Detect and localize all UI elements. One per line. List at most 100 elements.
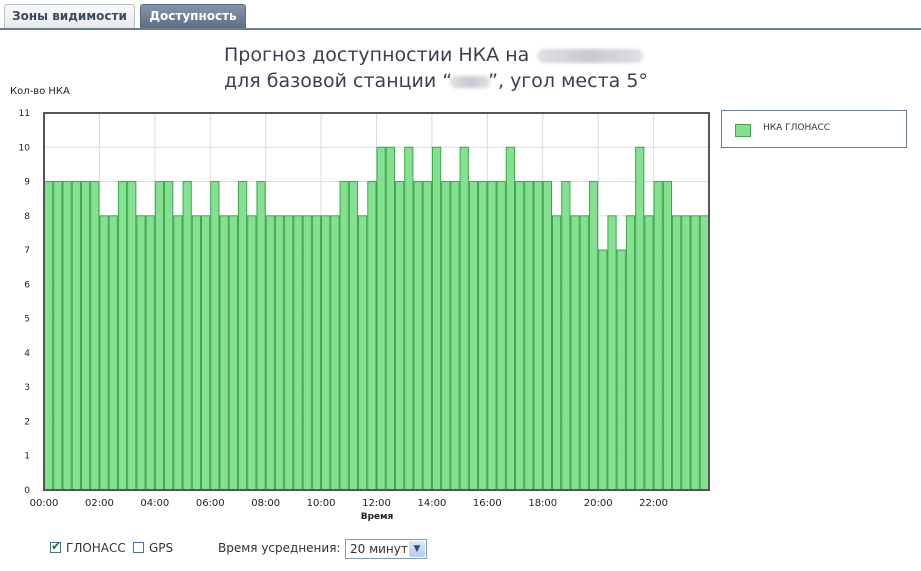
x-tick-label: 00:00 [30, 498, 59, 509]
glonass-checkbox-label: ГЛОНАСС [66, 541, 126, 555]
y-tick-label: 11 [19, 109, 30, 119]
bar [431, 146, 442, 491]
bar [210, 181, 220, 491]
bar [413, 181, 423, 491]
bar [80, 181, 91, 491]
tab-visibility-zones[interactable]: Зоны видимости [4, 4, 135, 28]
bar [219, 215, 229, 491]
y-tick-label: 8 [24, 212, 30, 222]
bar [404, 146, 414, 491]
bar [635, 146, 645, 491]
chart-title-line2: для базовой станции “ ”, угол места 5° [224, 70, 744, 92]
bar [53, 181, 63, 491]
bar [367, 181, 377, 491]
bar [90, 181, 100, 491]
redacted-date [537, 48, 644, 63]
x-tick-label: 12:00 [362, 498, 391, 509]
bar [339, 181, 349, 491]
bar [284, 215, 294, 491]
chart-title-suffix: ”, угол места 5° [488, 70, 648, 92]
chart-legend: НКА ГЛОНАСС [721, 110, 907, 148]
bar [561, 181, 571, 491]
chart-title-text: Прогноз доступностии НКА на [224, 44, 530, 66]
glonass-checkbox[interactable]: ✔ [50, 539, 62, 553]
bar [127, 181, 137, 491]
bar [191, 215, 202, 491]
y-tick-label: 0 [24, 486, 30, 496]
bar [321, 215, 331, 491]
averaging-select[interactable]: 20 минут ▼ [345, 539, 427, 559]
legend-swatch [735, 124, 751, 137]
bar [256, 181, 266, 491]
legend-label: НКА ГЛОНАСС [763, 123, 831, 133]
plot-border [43, 112, 710, 491]
bar [551, 215, 562, 491]
bar [311, 215, 322, 491]
bar [468, 181, 479, 491]
bar [699, 215, 710, 491]
bar [653, 181, 663, 491]
bar [108, 215, 118, 491]
bar [496, 181, 506, 491]
y-axis-label: Кол-во НКА [10, 86, 70, 97]
bar [173, 215, 183, 491]
bar [672, 215, 682, 491]
bar [62, 181, 72, 491]
chevron-down-icon[interactable]: ▼ [409, 541, 425, 557]
bar [533, 181, 543, 491]
y-tick-label: 6 [24, 280, 30, 290]
x-tick-label: 08:00 [251, 498, 280, 509]
bar [459, 146, 469, 491]
bar [487, 181, 497, 491]
tab-bar: Зоны видимости Доступность [0, 0, 921, 30]
averaging-label: Время усреднения: [218, 541, 341, 555]
bar [154, 181, 165, 491]
y-tick-label: 5 [24, 315, 30, 325]
bar [441, 181, 451, 491]
bar [247, 215, 257, 491]
bar [515, 181, 525, 491]
bar [348, 181, 359, 491]
bar [99, 215, 109, 491]
y-tick-label: 9 [24, 178, 30, 188]
averaging-select-value: 20 минут [350, 542, 408, 556]
bar [376, 146, 386, 491]
x-tick-label: 04:00 [140, 498, 169, 509]
bar [385, 146, 395, 491]
x-tick-label: 20:00 [584, 498, 613, 509]
bar [201, 215, 211, 491]
bar [450, 181, 460, 491]
bar [478, 181, 488, 491]
bar [422, 181, 432, 491]
y-tick-label: 2 [24, 417, 30, 427]
x-tick-label: 02:00 [85, 498, 114, 509]
bar [607, 215, 617, 491]
x-tick-label: 22:00 [639, 498, 668, 509]
bar [662, 181, 673, 491]
bar [145, 215, 155, 491]
x-tick-label: 14:00 [418, 498, 447, 509]
bar [358, 215, 368, 491]
redacted-station [450, 75, 491, 88]
x-tick-label: 10:00 [307, 498, 336, 509]
bar [570, 215, 580, 491]
bar [330, 215, 340, 491]
bar [136, 215, 146, 491]
bar [44, 181, 54, 491]
bar [505, 146, 516, 491]
bar [274, 215, 285, 491]
gps-checkbox-label: GPS [149, 541, 174, 555]
bar [293, 215, 303, 491]
checkmark-icon: ✔ [51, 539, 62, 553]
bar [228, 215, 238, 491]
bar [579, 215, 589, 491]
x-tick-label: 06:00 [196, 498, 225, 509]
tab-availability[interactable]: Доступность [140, 4, 246, 28]
chart-title-line1: Прогноз доступностии НКА на [224, 44, 744, 66]
bar [164, 181, 174, 491]
bar [598, 249, 608, 491]
chart-title-prefix: для базовой станции “ [224, 70, 453, 92]
bar [542, 181, 552, 491]
x-tick-label: 16:00 [473, 498, 502, 509]
gps-checkbox[interactable] [133, 542, 144, 553]
